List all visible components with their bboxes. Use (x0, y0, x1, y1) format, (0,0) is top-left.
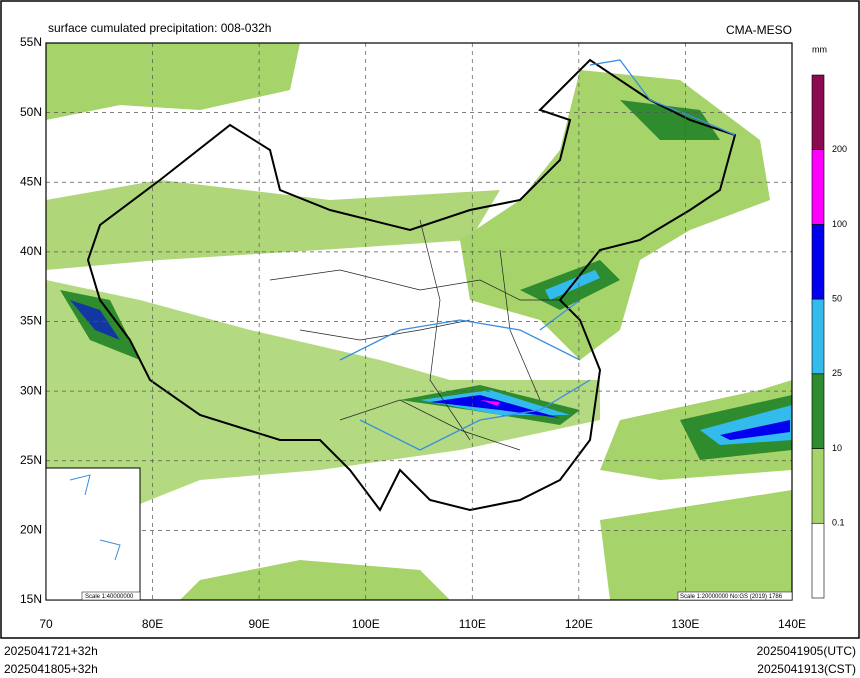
colorbar-swatch (811, 522, 825, 599)
colorbar-swatch (811, 298, 825, 375)
colorbar-swatch (811, 74, 825, 151)
lon-label: 110E (459, 617, 486, 631)
map-title: surface cumulated precipitation: 008-032… (48, 21, 271, 35)
colorbar-label: 200 (832, 144, 847, 154)
lon-label: 80E (142, 617, 163, 631)
inset-frame (45, 467, 141, 601)
lon-label: 130E (671, 617, 699, 631)
model-name: CMA-MESO (726, 23, 792, 37)
lat-label: 55N (20, 35, 42, 49)
colorbar-label: 0.1 (832, 518, 845, 528)
valid-cst: 2025041913(CST) (757, 662, 856, 676)
legend-unit: mm (812, 44, 827, 54)
colorbar-swatch (811, 149, 825, 225)
country-borders (86, 58, 737, 512)
lat-label: 50N (20, 105, 42, 119)
lat-label: 45N (20, 174, 42, 188)
colorbar-label: 25 (832, 368, 842, 378)
colorbar-swatch (811, 373, 825, 449)
lat-label: 15N (20, 592, 42, 606)
inset-scale-box (81, 591, 141, 601)
colorbar: 200 100 50 25 10 0.1 (811, 74, 847, 599)
lon-label: 90E (248, 617, 269, 631)
lon-label: 120E (565, 617, 593, 631)
lat-label: 35N (20, 314, 42, 328)
colorbar-label: 50 (832, 294, 842, 304)
graticule (46, 43, 792, 600)
colorbar-swatch (811, 448, 825, 524)
colorbar-swatch (811, 224, 825, 300)
init-cst: 2025041805+32h (4, 662, 98, 676)
lon-label: 70 (39, 617, 53, 631)
lat-label: 40N (20, 244, 42, 258)
valid-utc: 2025041905(UTC) (757, 644, 856, 658)
lat-label: 25N (20, 453, 42, 467)
scale-box (677, 591, 793, 601)
inset-islands (69, 474, 121, 561)
scale-note: Scale 1:20000000 No:GS (2019) 1786 (680, 594, 783, 600)
lon-label: 100E (352, 617, 380, 631)
colorbar-label: 10 (832, 443, 842, 453)
lat-label: 20N (20, 523, 42, 537)
lat-label: 30N (20, 383, 42, 397)
colorbar-label: 100 (832, 219, 847, 229)
precip-fields (46, 43, 792, 600)
map-frame (45, 42, 793, 601)
lon-label: 140E (778, 617, 806, 631)
inset-scale: Scale 1:40000000 (85, 594, 134, 600)
init-utc: 2025041721+32h (4, 644, 98, 658)
